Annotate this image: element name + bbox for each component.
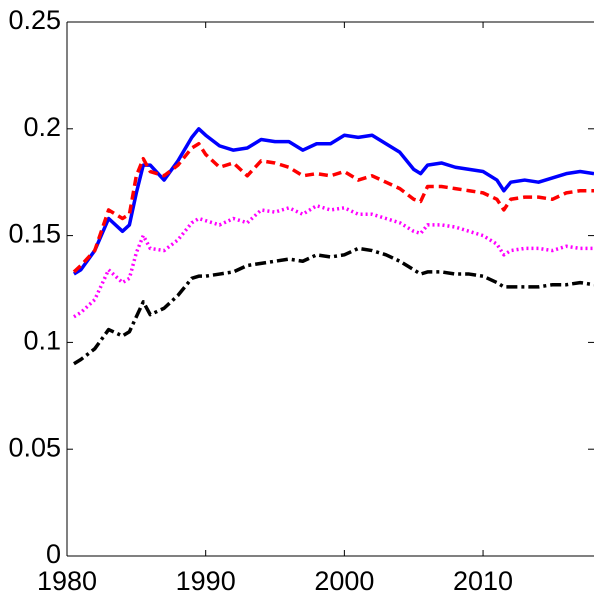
y-tick-label: 0.2 (23, 112, 61, 142)
y-tick-label: 0 (46, 539, 61, 569)
x-tick-label: 2000 (314, 566, 374, 596)
y-tick-label: 0.05 (8, 432, 61, 462)
data-line (73, 127, 594, 276)
y-tick-label: 0.15 (8, 219, 61, 249)
y-tick-label: 0.1 (23, 326, 61, 356)
x-tick-label: 1980 (37, 566, 97, 596)
data-line (72, 142, 594, 274)
y-tick-label: 0.25 (8, 5, 61, 35)
data-line (73, 246, 594, 366)
x-tick-label: 1990 (176, 566, 236, 596)
x-tick-label: 2010 (453, 566, 513, 596)
data-line (73, 203, 594, 319)
